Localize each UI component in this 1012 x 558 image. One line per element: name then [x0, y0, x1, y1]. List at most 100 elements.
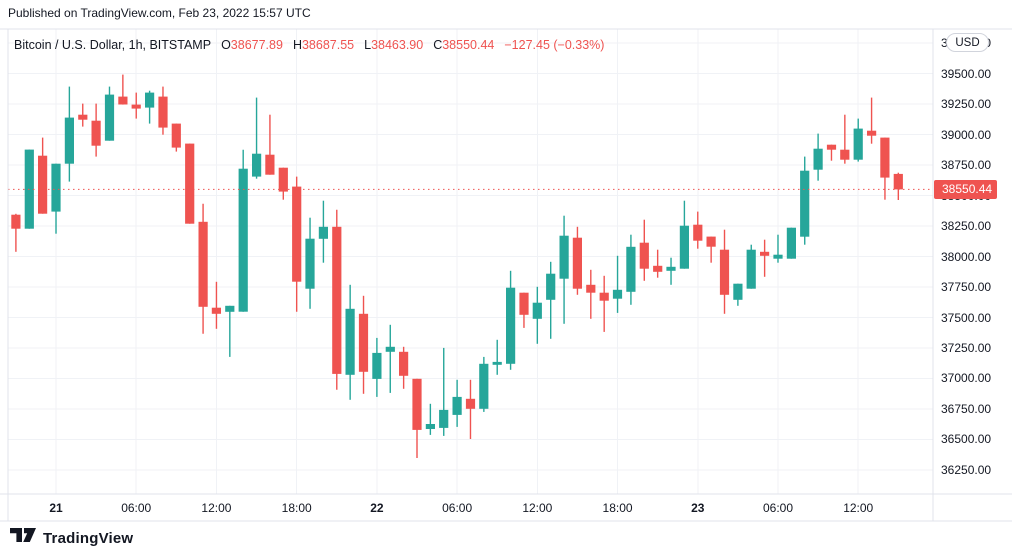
candle-body: [225, 305, 235, 312]
candle-body: [425, 424, 435, 429]
candle-body: [706, 236, 716, 247]
time-axis-label: 12:00: [843, 501, 874, 515]
candle-body: [265, 154, 275, 175]
time-axis-label: 18:00: [281, 501, 312, 515]
symbol-title: Bitcoin / U.S. Dollar, 1h, BITSTAMP: [14, 38, 212, 52]
ohlc-low: L38463.90: [364, 38, 424, 52]
time-axis-label: 23: [691, 501, 705, 515]
price-axis-label: 37250.00: [941, 340, 992, 355]
price-axis-label: 37750.00: [941, 280, 992, 294]
candle-body: [452, 396, 462, 415]
price-axis-label: 37000.00: [941, 371, 992, 386]
candle-body: [38, 155, 48, 214]
candle-body: [51, 163, 61, 212]
candle-body: [880, 137, 890, 178]
tradingview-logo-text: TradingView: [43, 529, 134, 547]
ohlc-high: H38687.55: [292, 38, 355, 52]
candle-body: [586, 284, 596, 293]
time-axis-label: 18:00: [602, 501, 633, 515]
price-axis-label: 36250.00: [941, 462, 992, 477]
price-axis-label: 36500.00: [941, 432, 992, 447]
candle-body: [639, 242, 649, 269]
price-axis-label: 37500.00: [941, 310, 992, 325]
candle-body: [612, 289, 623, 299]
currency-badge: USD: [946, 33, 989, 52]
candle-body: [679, 225, 689, 269]
time-axis-label: 12:00: [522, 501, 553, 515]
time-axis-label: 06:00: [442, 501, 473, 515]
candle-body: [893, 173, 903, 190]
candle-body: [559, 235, 569, 279]
candle-body: [385, 346, 395, 352]
candle-body: [318, 226, 328, 239]
candle-body: [626, 246, 636, 292]
candle-body: [599, 292, 609, 301]
candle-body: [746, 249, 756, 289]
time-axis-label: 06:00: [762, 501, 793, 515]
candle-body: [171, 123, 181, 148]
candle-body: [800, 170, 810, 237]
candle-body: [465, 398, 476, 409]
candle-body: [760, 251, 770, 256]
time-axis-label: 22: [370, 501, 384, 515]
candle-body: [211, 307, 221, 314]
candle-body: [145, 92, 155, 108]
time-axis-label: 06:00: [121, 501, 152, 515]
candle-body: [693, 224, 703, 241]
candle-body: [786, 227, 796, 259]
candle-body: [345, 308, 355, 375]
candle-body: [719, 249, 730, 295]
candle-body: [733, 283, 743, 300]
candle-body: [78, 114, 88, 120]
tradingview-logo-icon: [10, 528, 36, 548]
price-change: −127.45 (−0.33%): [504, 38, 605, 52]
candle-body: [813, 148, 823, 170]
candle-body: [853, 128, 863, 160]
candle-body: [131, 104, 141, 109]
price-axis-label: 38250.00: [941, 219, 992, 234]
candle-body: [372, 352, 382, 379]
tradingview-logo[interactable]: TradingView: [10, 528, 133, 548]
candle-body: [653, 265, 663, 272]
candle-body: [826, 144, 837, 150]
price-axis-label: 38750.00: [941, 158, 992, 173]
candle-body: [546, 273, 556, 300]
candle-body: [412, 378, 422, 430]
candle-body: [519, 292, 529, 315]
chart-legend: Bitcoin / U.S. Dollar, 1h, BITSTAMP O386…: [14, 38, 604, 52]
candle-body: [840, 149, 850, 160]
ohlc-open: O38677.89: [221, 38, 283, 52]
ohlc-close: C38550.44: [433, 38, 495, 52]
candle-body: [158, 96, 168, 128]
candle-body: [439, 409, 449, 428]
candle-body: [185, 143, 195, 224]
last-price-badge: 38550.44: [934, 179, 997, 199]
candle-body: [278, 167, 288, 192]
candle-body: [532, 302, 542, 319]
candle-body: [91, 120, 101, 146]
candle-body: [773, 254, 783, 259]
published-caption: Published on TradingView.com, Feb 23, 20…: [8, 6, 311, 20]
candle-body: [572, 237, 582, 289]
candle-body: [11, 214, 21, 229]
candle-body: [332, 226, 342, 374]
candle-body: [867, 130, 877, 136]
time-axis-label: 12:00: [201, 501, 232, 515]
candle-body: [305, 238, 315, 289]
candle-body: [292, 186, 302, 282]
plot-frame: [0, 28, 1012, 522]
price-axis-label: 38000.00: [941, 249, 992, 264]
candle-body: [252, 153, 262, 177]
gridlines: [8, 29, 933, 494]
price-axis-label: 39000.00: [941, 127, 992, 142]
candle-body: [358, 313, 369, 372]
candle-body: [506, 287, 516, 364]
candle-body: [198, 221, 208, 307]
candle-body: [104, 94, 115, 141]
candle-body: [118, 96, 128, 105]
candle-body: [64, 117, 74, 164]
candle-body: [479, 363, 489, 409]
candle-body: [492, 361, 502, 365]
